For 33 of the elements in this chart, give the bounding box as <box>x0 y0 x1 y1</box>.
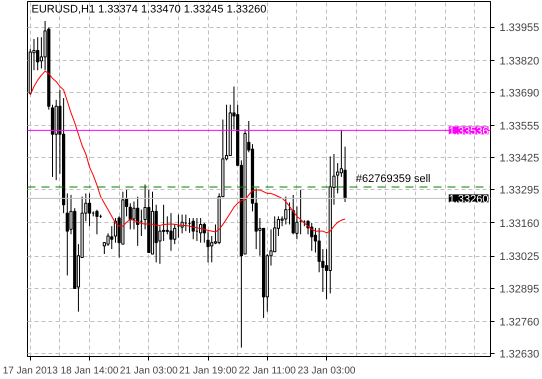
x-tick-label: 18 Jan 14:00 <box>60 366 119 376</box>
chart-title: EURUSD,H1 1.33374 1.33470 1.33245 1.33260 <box>32 4 266 16</box>
candlestick <box>310 222 314 252</box>
candlestick <box>66 192 69 276</box>
x-tick-label: 21 Jan 03:00 <box>120 366 178 376</box>
ref-line-label: 1.33536 <box>448 125 489 138</box>
y-tick-label: 1.33555 <box>500 120 540 133</box>
candlestick <box>88 192 92 227</box>
y-tick-label: 1.32895 <box>500 283 540 296</box>
y-tick-label: 1.32630 <box>500 348 540 361</box>
candlestick <box>36 36 40 71</box>
candlestick <box>132 201 136 230</box>
ref-line-label: 1.33260 <box>448 193 489 206</box>
y-tick-label: 1.33295 <box>500 184 540 197</box>
candlestick <box>284 196 288 225</box>
y-tick-label: 1.33690 <box>500 87 540 100</box>
candlestick <box>106 232 110 246</box>
y-tick-label: 1.33160 <box>500 218 540 230</box>
y-tick-label: 1.33025 <box>500 251 540 264</box>
ref-line-label: #62769359 sell <box>356 173 431 186</box>
candlestick <box>192 218 195 240</box>
x-tick-label: 23 Jan 03:00 <box>298 366 356 376</box>
candlestick <box>292 194 295 235</box>
x-tick-label: 22 Jan 11:00 <box>238 366 296 376</box>
candlestick <box>95 209 99 235</box>
candlestick <box>136 196 140 246</box>
y-tick-label: 1.33955 <box>500 22 540 34</box>
x-tick-label: 17 Jan 2013 <box>2 366 58 376</box>
y-tick-label: 1.32760 <box>500 316 540 329</box>
y-tick-label: 1.33820 <box>500 55 540 68</box>
candlestick <box>169 212 173 252</box>
y-tick-label: 1.33425 <box>500 152 540 165</box>
x-tick-label: 21 Jan 19:00 <box>179 366 238 376</box>
